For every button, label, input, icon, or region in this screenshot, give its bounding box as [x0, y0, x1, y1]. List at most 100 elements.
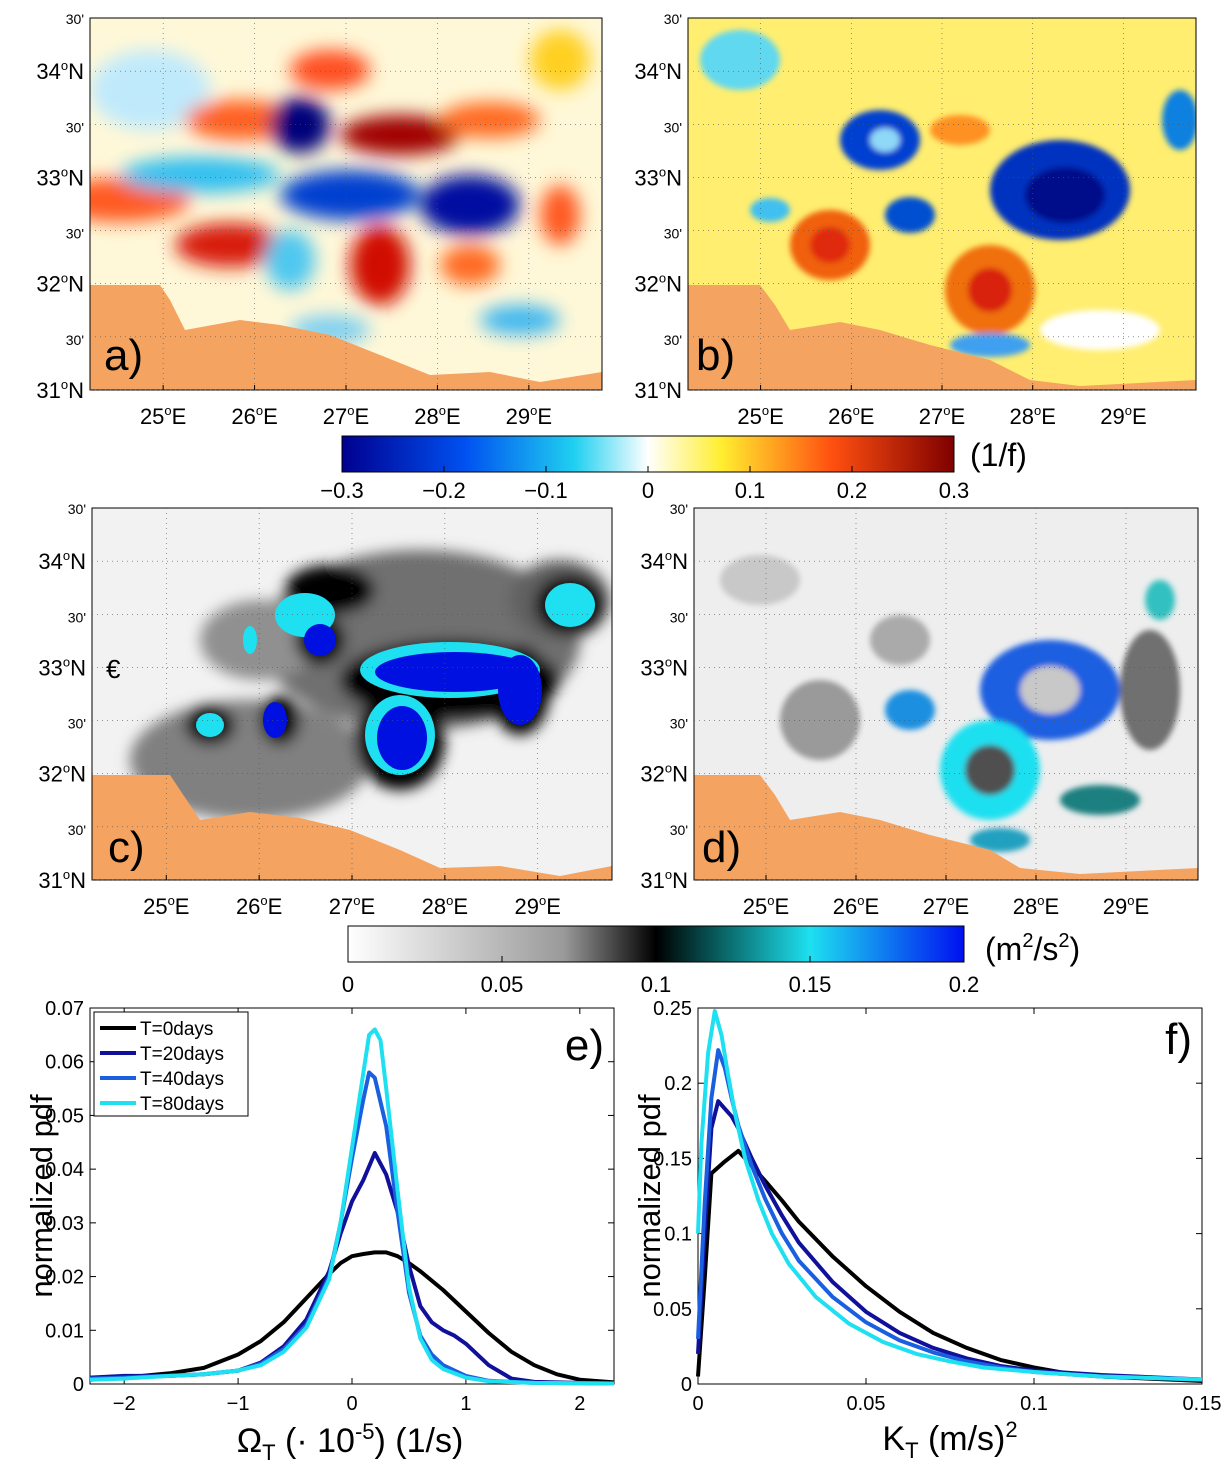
- panel-label-a: a): [104, 331, 143, 380]
- lat-label: 30': [68, 716, 86, 732]
- y-tick-label: 0: [681, 1374, 692, 1396]
- x-tick-label: −2: [113, 1393, 136, 1415]
- lat-label: 34oN: [38, 548, 86, 574]
- colorbar-tick-label: −0.3: [320, 478, 363, 503]
- lon-label: 26oE: [833, 893, 879, 919]
- chart-f-ylabel: normalized pdf: [632, 1094, 667, 1298]
- y-tick-label: 0.05: [45, 1105, 84, 1127]
- y-tick-label: 0: [73, 1374, 84, 1396]
- colorbar-vorticity-unit: (1/f): [970, 437, 1027, 473]
- y-tick-label: 0.03: [45, 1213, 84, 1235]
- land-a: [90, 285, 602, 390]
- y-tick-label: 0.25: [653, 998, 692, 1020]
- y-tick-label: 0.06: [45, 1052, 84, 1074]
- lon-label: 28oE: [1010, 403, 1056, 429]
- lat-label: 30': [68, 609, 86, 625]
- y-tick-label: 0.04: [45, 1159, 84, 1181]
- map-grid-b: [688, 18, 1196, 391]
- colorbar-tick-label: 0.2: [949, 972, 980, 997]
- lat-label: 33oN: [640, 654, 688, 680]
- lat-label-top: 30': [664, 11, 682, 27]
- colorbar-tick-label: 0: [342, 972, 354, 997]
- lat-labels-d: 34oN 30' 33oN 30' 32oN 30' 31oN 30': [640, 501, 688, 893]
- lat-label: 32oN: [36, 271, 84, 297]
- lon-label: 27oE: [329, 893, 375, 919]
- lat-label-top: 30': [68, 501, 86, 517]
- x-tick-label: 2: [574, 1393, 585, 1415]
- y-tick-label: 0.05: [653, 1299, 692, 1321]
- lon-label: 25oE: [140, 403, 186, 429]
- x-tick-label: 0.15: [1183, 1393, 1222, 1415]
- map-panel-a: 34oN 30' 33oN 30' 32oN 30' 31oN 30' 25oE 26oE 27o…: [36, 11, 603, 429]
- lat-label: 30': [66, 332, 84, 348]
- y-tick-label: 0.02: [45, 1267, 84, 1289]
- land-d: [694, 775, 1198, 880]
- lat-label: 31oN: [36, 377, 84, 403]
- lon-label: 27oE: [323, 403, 369, 429]
- lon-label: 25oE: [737, 403, 783, 429]
- lat-label: 30': [664, 332, 682, 348]
- lat-label-top: 30': [670, 501, 688, 517]
- legend-entry: T=80days: [140, 1094, 224, 1115]
- colorbar-vorticity: −0.3 −0.2 −0.1 0 0.1 0.2 0.3 (1/f): [320, 435, 1027, 503]
- map-grid-c: [92, 508, 612, 881]
- lon-label: 25oE: [743, 893, 789, 919]
- lon-labels-d: 25oE 26oE 27oE 28oE 29oE: [743, 893, 1149, 919]
- chart-e-ticks: −2 −1 0 1 2 0 0.01 0.02 0.03 0.04 0.05 0.06 0.07: [45, 998, 614, 1415]
- map-grid-a: [90, 18, 602, 391]
- lon-label: 25oE: [143, 893, 189, 919]
- chart-e-ylabel: normalized pdf: [24, 1094, 59, 1298]
- lon-labels-a: 25oE 26oE 27oE 28oE 29oE: [140, 403, 552, 429]
- lat-label: 32oN: [640, 761, 688, 787]
- lon-label: 28oE: [414, 403, 460, 429]
- lon-label: 29oE: [1100, 403, 1146, 429]
- panel-label-d: d): [702, 823, 741, 872]
- lat-label: 30': [670, 822, 688, 838]
- colorbar-tick-label: 0: [642, 478, 654, 503]
- lat-label: 34oN: [36, 58, 84, 84]
- lon-label: 26oE: [231, 403, 277, 429]
- lat-label: 30': [664, 119, 682, 135]
- legend-entry: T=40days: [140, 1069, 224, 1090]
- lat-label: 30': [664, 226, 682, 242]
- lat-label: 34oN: [634, 58, 682, 84]
- x-tick-label: 0.05: [847, 1393, 886, 1415]
- lon-label: 28oE: [1013, 893, 1059, 919]
- lon-label: 29oE: [515, 893, 561, 919]
- colorbar-tick-label: 0.15: [789, 972, 832, 997]
- colorbar-tick-label: −0.1: [524, 478, 567, 503]
- series-line-T=0days: [89, 1250, 615, 1385]
- map-grid-d: [694, 508, 1198, 881]
- lat-label: 34oN: [640, 548, 688, 574]
- x-tick-label: 1: [460, 1393, 471, 1415]
- map-panel-d: 34oN 30' 33oN 30' 32oN 30' 31oN 30' 25oE 26oE 27o…: [640, 501, 1199, 919]
- lon-label: 28oE: [422, 893, 468, 919]
- panel-label-b: b): [696, 331, 735, 380]
- chart-f-lines: [696, 1009, 1203, 1383]
- y-tick-label: 0.01: [45, 1320, 84, 1342]
- x-tick-label: 0: [692, 1393, 703, 1415]
- lon-label: 26oE: [236, 893, 282, 919]
- lon-labels-b: 25oE 26oE 27oE 28oE 29oE: [737, 403, 1146, 429]
- chart-f-xlabel: KT (m/s)2: [882, 1417, 1017, 1463]
- chart-panel-e: −2 −1 0 1 200.010.020.030.040.050.060.07 e) …: [24, 998, 615, 1464]
- colorbar-tick-label: 0.2: [837, 478, 868, 503]
- colorbar-vorticity-ticks: −0.3 −0.2 −0.1 0 0.1 0.2 0.3: [320, 466, 969, 503]
- land-b: [688, 285, 1196, 390]
- series-line-T=40days: [696, 1048, 1203, 1382]
- y-tick-label: 0.2: [664, 1073, 692, 1095]
- colorbar-tick-label: 0.1: [735, 478, 766, 503]
- lat-label: 32oN: [38, 761, 86, 787]
- lat-label: 30': [670, 609, 688, 625]
- series-line-T=80days: [696, 1009, 1203, 1382]
- y-tick-label: 0.15: [653, 1148, 692, 1170]
- lon-label: 26oE: [828, 403, 874, 429]
- lat-label: 31oN: [640, 867, 688, 893]
- y-tick-label: 0.1: [664, 1224, 692, 1246]
- x-tick-label: −1: [227, 1393, 250, 1415]
- lat-labels-a: 34oN 30' 33oN 30' 32oN 30' 31oN 30': [36, 11, 84, 403]
- colorbar-energy-ticks: 0 0.05 0.1 0.15 0.2: [342, 956, 979, 997]
- chart-e-legend: T=0days T=20days T=40days T=80days: [93, 1011, 249, 1117]
- lon-label: 27oE: [919, 403, 965, 429]
